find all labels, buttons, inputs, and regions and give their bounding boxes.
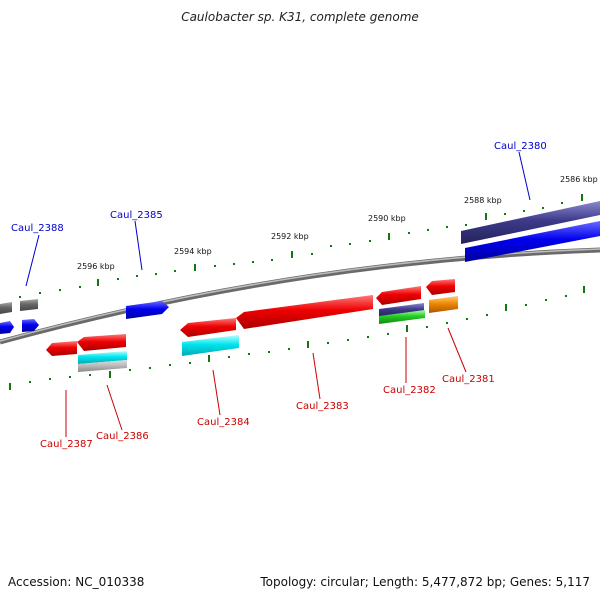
gene-label: Caul_2385: [110, 210, 163, 221]
gene-caul-2382[interactable]: [376, 286, 421, 305]
gene-label: Caul_2384: [197, 417, 250, 428]
gene-label: Caul_2381: [442, 374, 495, 385]
gene-caul-2384-cyan[interactable]: [182, 335, 239, 356]
gene-caul-2386[interactable]: [77, 334, 126, 351]
gene-caul-2380[interactable]: [465, 221, 600, 262]
genome-backbone: [0, 247, 600, 345]
gene-label: Caul_2380: [494, 141, 547, 152]
gene-caul-2382-purple[interactable]: [379, 303, 424, 317]
gene-caul-2381-orange[interactable]: [429, 296, 458, 313]
gene-caul-2386-cyan[interactable]: [78, 351, 127, 364]
gene-caul-2383[interactable]: [236, 295, 373, 329]
gene-caul-2382-green[interactable]: [379, 310, 425, 324]
scale-label: 2592 kbp: [271, 232, 309, 241]
gene-label: Caul_2382: [383, 385, 436, 396]
accession-text: Accession: NC_010338: [8, 575, 145, 589]
scale-label: 2594 kbp: [174, 247, 212, 256]
scale-track-bottom: [9, 286, 585, 390]
gene-feature-gray[interactable]: [0, 302, 12, 314]
genome-summary-text: Topology: circular; Length: 5,477,872 bp…: [260, 575, 590, 589]
gene-caul-2380-purple[interactable]: [461, 201, 600, 244]
gene-label: Caul_2387: [40, 439, 93, 450]
gene-feature-gray[interactable]: [20, 299, 38, 311]
scale-label: 2590 kbp: [368, 214, 406, 223]
scale-track-top: [19, 194, 583, 298]
gene-caul-2386-gray[interactable]: [78, 360, 127, 372]
gene-label: Caul_2383: [296, 401, 349, 412]
diagram-title: Caulobacter sp. K31, complete genome: [181, 10, 419, 24]
genome-backbone-highlight: [0, 248, 600, 342]
gene-label: Caul_2388: [11, 223, 64, 234]
gene-caul-2381[interactable]: [426, 279, 455, 295]
scale-label: 2588 kbp: [464, 196, 502, 205]
gene-feature-blue[interactable]: [22, 319, 39, 332]
scale-label: 2596 kbp: [77, 262, 115, 271]
gene-feature-blue[interactable]: [0, 321, 14, 334]
scale-label: 2586 kbp: [560, 175, 598, 184]
gene-label: Caul_2386: [96, 431, 149, 442]
gene-caul-2385[interactable]: [126, 301, 169, 319]
label-leaders: [25, 151, 531, 437]
gene-caul-2384[interactable]: [180, 318, 236, 337]
gene-caul-2387[interactable]: [46, 341, 77, 356]
